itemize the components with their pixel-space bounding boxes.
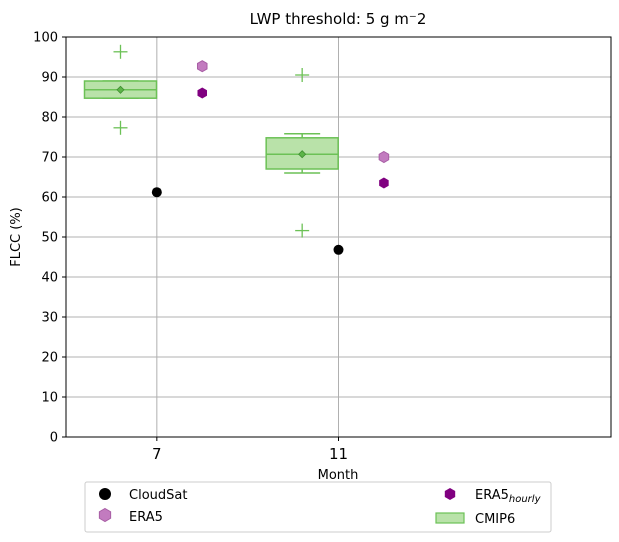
y-tick-label: 20	[41, 351, 58, 366]
legend-marker-cmip6	[435, 512, 465, 524]
y-tick-label: 100	[33, 31, 58, 46]
y-tick-label: 30	[41, 311, 58, 326]
y-tick-label: 50	[41, 231, 58, 246]
x-axis-label: Month	[318, 468, 359, 483]
legend-box	[84, 481, 552, 533]
cmip6-mean-marker	[116, 85, 125, 94]
legend-marker-era5-hourly	[444, 488, 456, 500]
cmip6-outlier	[113, 44, 128, 59]
y-tick-label: 60	[41, 191, 58, 206]
legend-label-cmip6: CMIP6	[475, 512, 515, 527]
cloudsat-point	[333, 244, 344, 255]
x-axis: 7 11	[152, 437, 348, 463]
era5-point	[378, 150, 390, 164]
legend-label-era5-hourly: ERA5hourly	[475, 488, 542, 505]
cmip6-outlier	[113, 120, 128, 135]
y-tick-label: 70	[41, 151, 58, 166]
cmip6-outlier	[295, 68, 310, 82]
chart-title: LWP threshold: 5 g m⁻2	[250, 10, 427, 28]
legend-marker-cloudsat	[99, 488, 111, 500]
y-tick-label: 40	[41, 271, 58, 286]
legend: CloudSat ERA5 ERA5hourly CMIP6	[84, 481, 552, 533]
y-tick-label: 10	[41, 391, 58, 406]
era5-point	[196, 60, 208, 73]
legend-marker-era5	[98, 507, 112, 523]
y-tick-label: 90	[41, 71, 58, 86]
y-tick-label: 0	[50, 431, 58, 446]
legend-label-era5: ERA5	[129, 510, 163, 525]
cmip6-box	[83, 44, 158, 135]
cmip6-box	[265, 68, 339, 238]
y-axis: 0 10 20 30 40 50 60 70 80 90 100	[33, 31, 66, 446]
cmip6-boxes	[83, 44, 339, 238]
data-points	[151, 60, 390, 255]
cmip6-outlier	[295, 223, 310, 238]
era5-hourly-point	[379, 177, 389, 189]
era5-hourly-point	[197, 87, 208, 99]
cloudsat-point	[151, 187, 162, 198]
y-tick-label: 80	[41, 111, 58, 126]
y-axis-label: FLCC (%)	[9, 207, 24, 267]
cmip6-mean-marker	[298, 150, 307, 159]
legend-label-cloudsat: CloudSat	[129, 488, 187, 503]
x-tick-label: 11	[329, 445, 348, 463]
x-tick-label: 7	[152, 445, 162, 463]
